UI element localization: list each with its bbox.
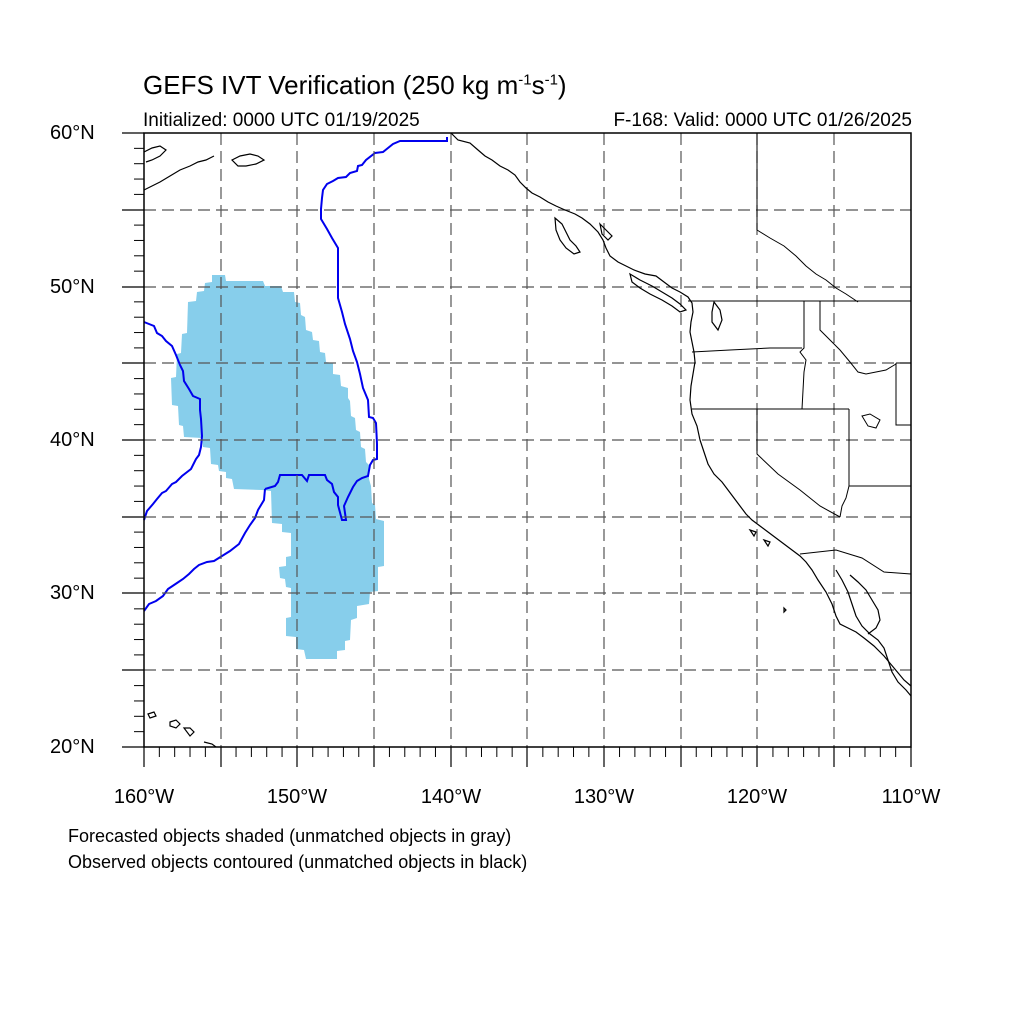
lon-label-120w: 120°W <box>726 786 788 808</box>
lon-label-140w: 140°W <box>420 786 482 808</box>
observed-contour-upper <box>143 321 204 521</box>
lat-label-50: 50°N <box>50 276 95 298</box>
observed-contour-lower <box>143 488 266 612</box>
lon-label-130w: 130°W <box>573 786 635 808</box>
lat-label-40: 40°N <box>50 429 95 451</box>
observed-contour-main <box>264 137 448 521</box>
observed-ivt-contours <box>143 137 448 612</box>
lon-label-110w: 110°W <box>881 786 941 808</box>
lon-label-160w: 160°W <box>113 786 175 808</box>
lat-lon-grid <box>144 133 911 747</box>
forecast-ivt-object <box>171 275 384 659</box>
lat-label-20: 20°N <box>50 736 95 758</box>
legend-forecast-note: Forecasted objects shaded (unmatched obj… <box>68 826 512 846</box>
axis-ticks <box>122 132 912 767</box>
lon-label-150w: 150°W <box>266 786 328 808</box>
init-time-label: Initialized: 0000 UTC 01/19/2025 <box>143 110 420 131</box>
legend-observed-note: Observed objects contoured (unmatched ob… <box>68 852 528 872</box>
minor-ticks <box>134 147 897 757</box>
political-boundaries <box>688 133 912 575</box>
map-title: GEFS IVT Verification (250 kg m-1s-1) <box>143 70 567 100</box>
lat-label-30: 30°N <box>50 582 95 604</box>
valid-time-label: F-168: Valid: 0000 UTC 01/26/2025 <box>613 110 912 131</box>
lat-label-60: 60°N <box>50 122 95 144</box>
